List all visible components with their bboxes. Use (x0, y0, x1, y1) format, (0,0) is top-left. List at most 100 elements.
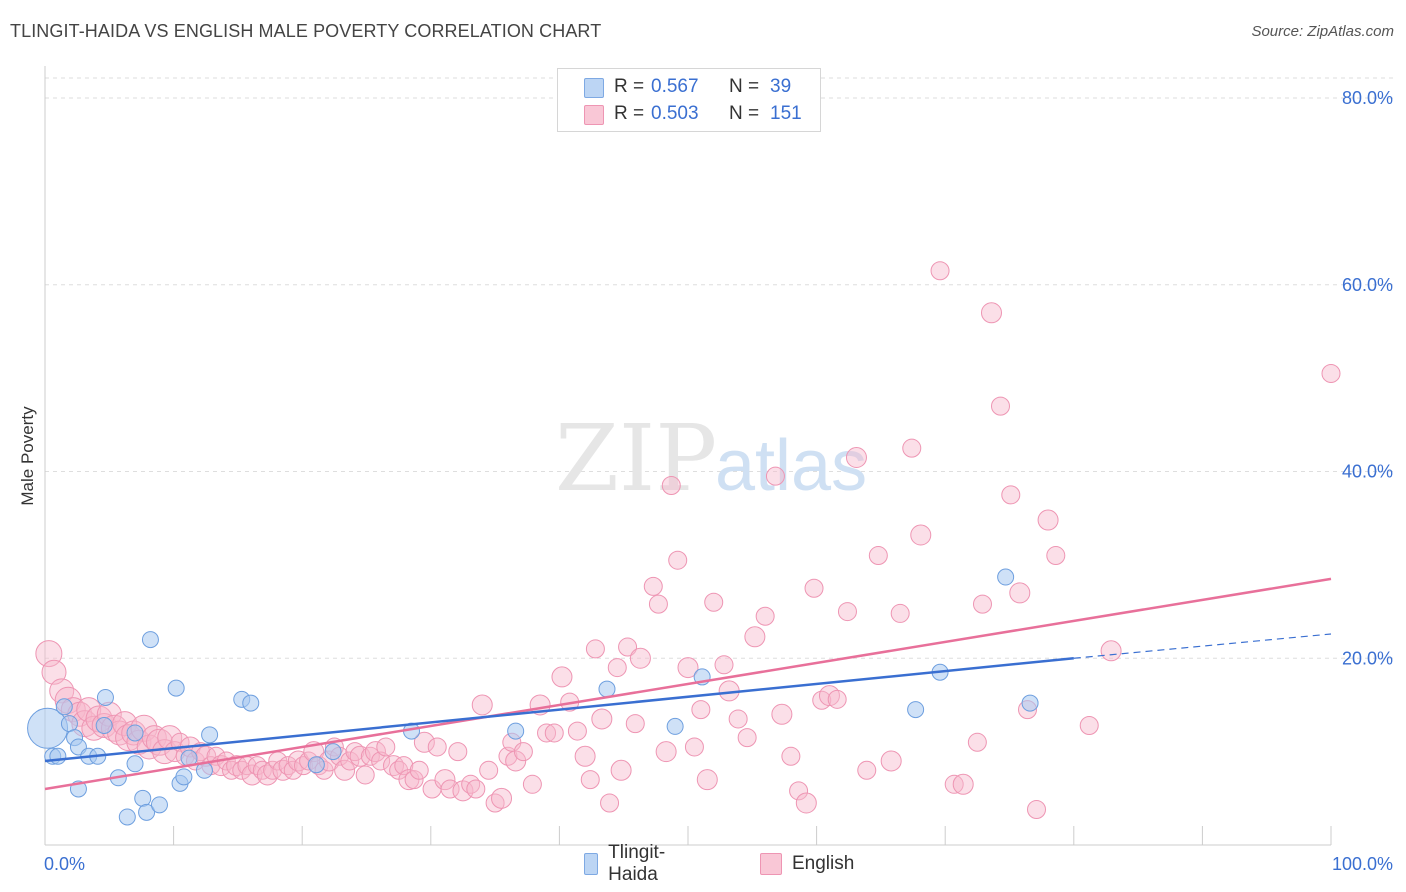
watermark-atlas: atlas (715, 426, 867, 506)
tlingit-point (95, 716, 113, 734)
english-point (668, 550, 688, 570)
english-point (365, 741, 387, 763)
english-point (1027, 800, 1047, 820)
legend-n-label: N = (729, 103, 760, 124)
english-point (544, 723, 564, 743)
bottom-legend-swatch-tlingit (584, 853, 599, 875)
english-point (684, 737, 704, 757)
english-point (890, 603, 910, 623)
english-point (580, 770, 600, 790)
english-point (505, 750, 527, 772)
english-point (1009, 582, 1031, 604)
english-point (1046, 546, 1066, 566)
english-point (434, 769, 456, 791)
english-point (972, 594, 992, 614)
english-point (591, 708, 613, 730)
english-point (755, 606, 775, 626)
tlingit-point (175, 768, 193, 786)
tlingit-point (324, 743, 342, 761)
tlingit-point (49, 747, 67, 765)
legend-r-label: R = (614, 76, 645, 97)
english-point (355, 765, 375, 785)
english-point (827, 689, 847, 709)
x-tick-label: 0.0% (44, 854, 85, 874)
english-point (737, 728, 757, 748)
legend-n-value: 39 (770, 76, 792, 97)
legend-r-value: 0.567 (651, 76, 699, 97)
tlingit-point (666, 717, 684, 735)
english-point (691, 700, 711, 720)
english-point (1037, 509, 1059, 531)
legend-r-label: R = (614, 103, 645, 124)
tlingit-point (126, 724, 144, 742)
english-point (485, 793, 505, 813)
english-point (448, 742, 468, 762)
english-point (980, 302, 1002, 324)
x-tick-label: 100.0% (1332, 854, 1393, 874)
tlingit-point (167, 679, 185, 697)
english-point (409, 760, 429, 780)
legend-swatch-tlingit (584, 78, 604, 98)
english-point (551, 666, 573, 688)
english-point (661, 476, 681, 496)
english-point (383, 755, 405, 777)
tlingit-point (134, 789, 152, 807)
english-point (427, 737, 447, 757)
english-point (340, 751, 360, 771)
tlingit-point (242, 694, 260, 712)
english-point (76, 697, 102, 723)
english-point (272, 759, 294, 781)
english-point (287, 750, 309, 772)
english-point (241, 764, 263, 786)
watermark: ZIP atlas (555, 405, 867, 512)
tlingit-point (96, 688, 114, 706)
english-point (376, 737, 396, 757)
bottom-legend-swatch-english (760, 853, 782, 875)
english-point (789, 781, 809, 801)
legend-n-value: 151 (770, 103, 802, 124)
english-point (744, 626, 766, 648)
english-point (452, 780, 474, 802)
english-point (704, 592, 724, 612)
english-point (41, 659, 67, 685)
tlingit-trend-line (44, 657, 1074, 763)
english-point (629, 647, 651, 669)
tlingit-point (598, 680, 616, 698)
y-axis-label: Male Poverty (18, 406, 37, 506)
english-point (696, 769, 718, 791)
english-point (837, 602, 857, 622)
english-point (371, 751, 391, 771)
english-point (607, 658, 627, 678)
bottom-legend-label-english: English (792, 853, 855, 874)
english-point (902, 438, 922, 458)
english-point (765, 466, 785, 486)
english-point (466, 779, 486, 799)
english-point (728, 709, 748, 729)
tlingit-point (138, 803, 156, 821)
english-point (648, 594, 668, 614)
english-point (625, 714, 645, 734)
english-point (574, 745, 596, 767)
english-point (513, 742, 533, 762)
tlingit-point (201, 726, 219, 744)
legend-swatch-english (584, 105, 604, 125)
y-tick-label: 20.0% (1342, 648, 1393, 668)
tlingit-point (1021, 694, 1039, 712)
english-point (471, 694, 493, 716)
english-point (677, 657, 699, 679)
english-point (714, 655, 734, 675)
tlingit-point (141, 631, 159, 649)
y-tick-label: 60.0% (1342, 275, 1393, 295)
english-point (479, 760, 499, 780)
english-point (857, 760, 877, 780)
tlingit-point (118, 808, 136, 826)
english-point (781, 746, 801, 766)
english-point (771, 703, 793, 725)
english-point (990, 396, 1010, 416)
english-point (537, 723, 557, 743)
english-point (1001, 485, 1021, 505)
english-point (334, 759, 356, 781)
english-point (643, 576, 663, 596)
english-point (868, 546, 888, 566)
